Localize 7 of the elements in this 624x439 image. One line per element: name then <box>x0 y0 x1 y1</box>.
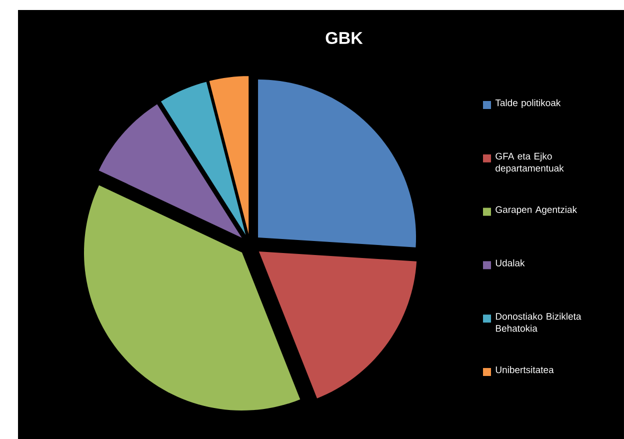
legend-label: Unibertsitatea <box>496 366 554 374</box>
chart-title: GBK <box>326 32 363 44</box>
legend-label: GFA eta Ejko departamentuak <box>496 152 564 174</box>
legend-label: Garapen Agentziak <box>496 206 578 215</box>
legend-label: Donostiako Bizikleta Behatokia <box>496 312 582 332</box>
legend-label: Udalak <box>496 259 525 266</box>
legend-label: Talde politikoak <box>495 99 561 108</box>
